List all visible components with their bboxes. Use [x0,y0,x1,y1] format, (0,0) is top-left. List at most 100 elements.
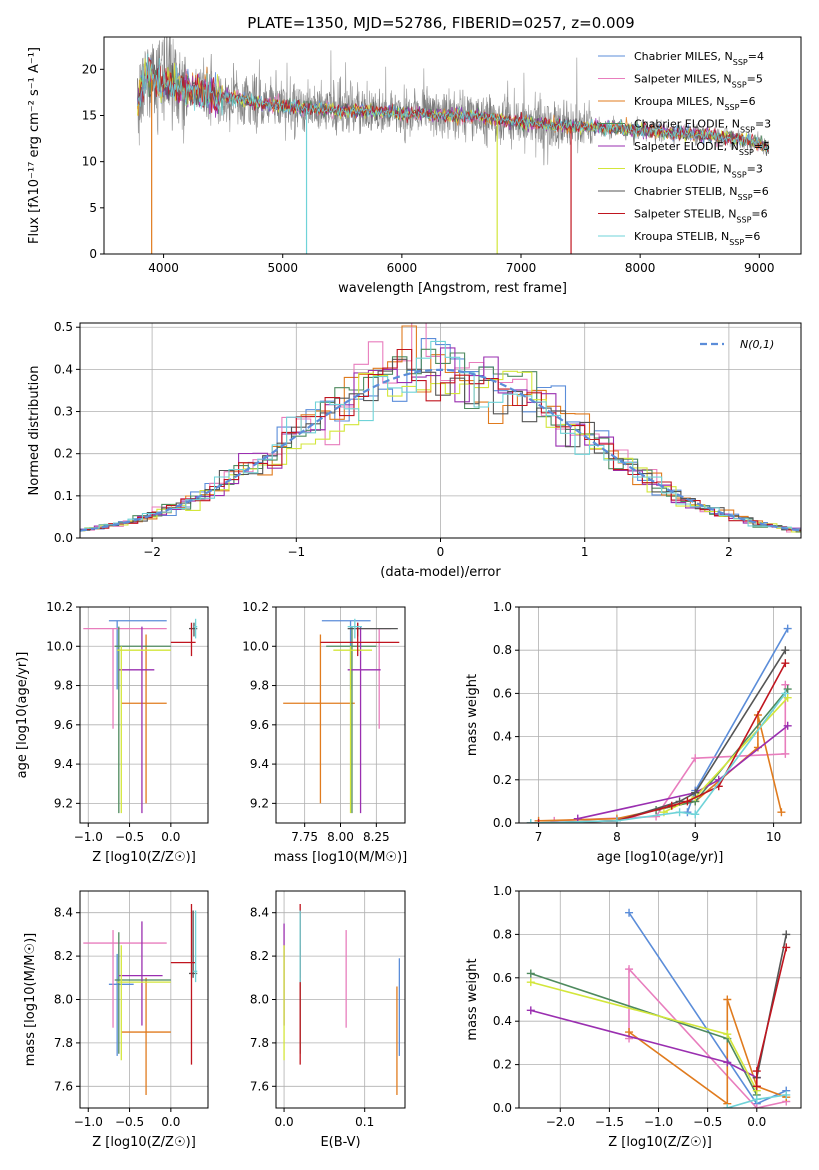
y-axis-label: Flux [fλ10⁻¹⁷ erg cm⁻² s⁻¹ A⁻¹] [27,47,42,244]
weight-marker [723,1030,732,1039]
y-tick-label: 10.2 [46,600,73,614]
legend-label-value: =6 [751,208,767,221]
x-tick-label: −0.5 [115,830,144,844]
y-tick-label: 1.0 [493,884,512,898]
weight-marker [752,1095,761,1104]
y-tick-label: 0.4 [493,730,512,744]
plot-area [83,904,198,1095]
y-tick-label: 9.6 [250,718,269,732]
residual-histogram-panel: −2 −1 0 1 2 0.0 0.1 0.2 0.3 0.4 0.5 (data-model)/er… [27,320,802,580]
y-tick-label: 0.0 [54,531,73,545]
x-tick-label: −0.5 [693,1115,722,1129]
legend-label-value: =3 [755,118,771,131]
legend-label-sub: SSP [740,125,755,134]
legend-label-sub: SSP [732,170,747,179]
y-axis-label: Normed distribution [27,366,42,496]
legend-label: Salpeter MILES, NSSP=5 [634,73,763,90]
x-tick-label: 4000 [148,261,179,275]
y-tick-label: 7.8 [250,1036,269,1050]
y-tick-label: 9.4 [54,757,73,771]
x-tick-label: 0.1 [355,1115,374,1129]
plot-area [283,904,401,1095]
x-tick-label: 0 [437,545,445,559]
y-axis-label: mass weight [465,674,480,756]
legend-label-value: =6 [739,95,755,108]
legend-label-name: Chabrier MILES, N [634,50,733,63]
y-tick-label: 9.4 [250,757,269,771]
y-tick-label: 0.1 [54,489,73,503]
x-tick-label: 6000 [387,261,418,275]
legend-label-name: Salpeter ELODIE, N [634,140,739,153]
y-tick-label: 10.2 [242,600,269,614]
weight-marker [612,816,621,823]
x-tick-label: 7 [535,830,543,844]
plot-area [526,908,791,1108]
y-tick-label: 0.4 [493,1014,512,1028]
x-tick-label: 9 [691,830,699,844]
y-axis-label: age [log10(age/yr)] [15,652,30,779]
x-tick-label: −1.0 [644,1115,673,1129]
y-axis-label: mass weight [465,958,480,1040]
x-tick-label: 2 [725,545,733,559]
x-tick-label: 0.0 [747,1115,766,1129]
weight-marker [625,1028,634,1037]
legend-label-sub: SSP [729,238,744,247]
y-tick-label: 8.4 [250,906,269,920]
y-tick-label: 7.8 [54,1036,73,1050]
weight-marker [783,693,792,702]
x-tick-label: 8.00 [327,830,354,844]
y-tick-label: 0.2 [54,447,73,461]
weight-marker [534,819,543,823]
weight-marker [625,965,634,974]
legend-label: Kroupa ELODIE, NSSP=3 [634,163,763,180]
weight-vs-age-panel: 7 8 9 10 0.0 0.2 0.4 0.6 0.8 1.0 age [log10(age/yr… [465,600,802,865]
x-tick-label: −0.5 [115,1115,144,1129]
weight-vs-metallicity-panel: −2.0 −1.5 −1.0 −0.5 0.0 0.0 0.2 0.4 0.6 0.8 1.0 Z [… [465,884,802,1150]
mass-vs-metallicity-panel: −1.0 −0.5 0.0 7.6 7.8 8.0 8.2 8.4 Z [log10(Z/Z☉)… [23,890,209,1150]
y-tick-label: 10 [82,155,97,169]
model-spectrum-line [137,58,769,152]
y-tick-label: 9.2 [250,796,269,810]
weight-marker [782,930,791,939]
weight-line [577,725,789,820]
plot-area [137,37,770,254]
axes-frame [103,36,802,255]
weight-marker [781,659,790,668]
weight-marker [691,810,700,819]
legend-label-name: Kroupa MILES, N [634,95,724,108]
x-tick-label: −1.0 [74,830,103,844]
y-tick-label: 8.4 [54,906,73,920]
plot-area [83,618,198,814]
x-tick-label: 0.0 [275,1115,294,1129]
x-tick-label: −2.0 [546,1115,575,1129]
y-tick-label: 9.8 [250,679,269,693]
legend-label-name: Kroupa STELIB, N [634,230,729,243]
y-tick-label: 0 [89,247,97,261]
y-tick-label: 0.3 [54,405,73,419]
model-spectrum-line [137,53,769,153]
y-tick-label: 8.2 [250,949,269,963]
plot-area [283,618,400,814]
figure-title: PLATE=1350, MJD=52786, FIBERID=0257, z=0… [247,14,634,32]
legend-label: Chabrier STELIB, NSSP=6 [634,185,769,202]
weight-marker [526,1006,535,1015]
x-tick-label: 8.25 [363,830,390,844]
x-tick-label: 7.75 [291,830,318,844]
x-axis-label: (data-model)/error [380,565,501,580]
y-tick-label: 20 [82,62,97,76]
weight-marker [752,1082,761,1091]
legend-label-name: Chabrier STELIB, N [634,185,738,198]
x-tick-label: −1.0 [74,1115,103,1129]
legend-label-sub: SSP [738,193,753,202]
x-tick-label: 5000 [267,261,298,275]
y-tick-label: 15 [82,108,97,122]
x-axis-label: Z [log10(Z/Z☉)] [92,1135,196,1150]
y-tick-label: 0.2 [493,773,512,787]
legend-label: Kroupa MILES, NSSP=6 [634,95,756,112]
weight-marker [782,1090,791,1099]
legend-label-value: =3 [747,163,763,176]
y-tick-label: 0.8 [493,643,512,657]
legend-label-value: =5 [747,73,763,86]
y-tick-label: 0.2 [493,1058,512,1072]
